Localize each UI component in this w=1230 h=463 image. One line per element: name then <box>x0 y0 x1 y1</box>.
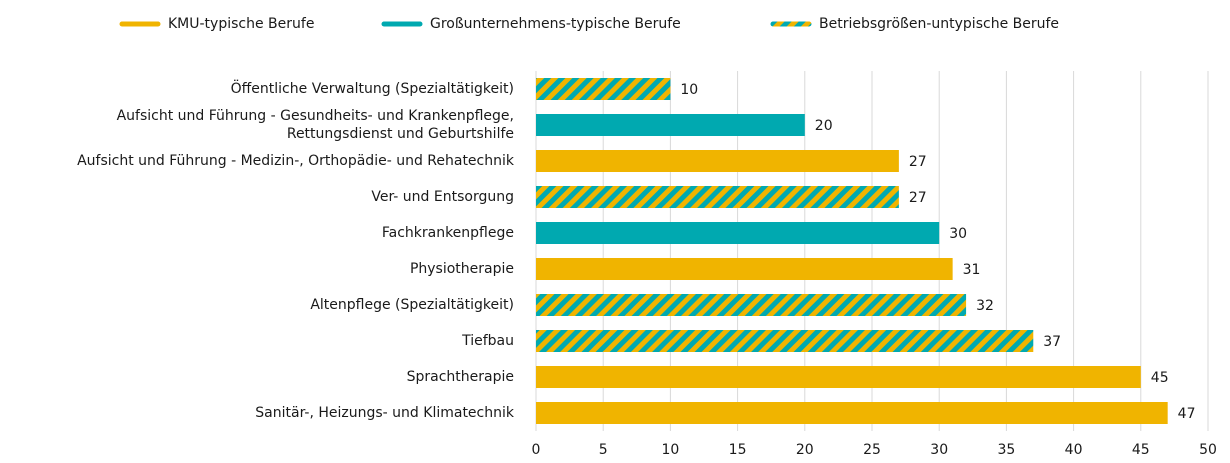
x-tick-label: 45 <box>1132 442 1150 458</box>
bar <box>536 330 1034 352</box>
data-label: 47 <box>1178 406 1196 422</box>
y-tick-label: Aufsicht und Führung - Gesundheits- und … <box>117 108 514 142</box>
data-label: 32 <box>976 298 994 314</box>
legend-label: Großunternehmens-typische Berufe <box>430 16 681 32</box>
bar <box>536 150 899 172</box>
x-tick-label: 35 <box>997 442 1015 458</box>
x-tick-label: 15 <box>729 442 747 458</box>
bar <box>536 366 1141 388</box>
data-label: 27 <box>909 154 927 170</box>
data-label: 45 <box>1151 370 1169 386</box>
y-tick-label: Sanitär-, Heizungs- und Klimatechnik <box>255 405 515 421</box>
x-tick-label: 50 <box>1199 442 1217 458</box>
data-label: 20 <box>815 118 833 134</box>
x-tick-label: 25 <box>863 442 881 458</box>
y-tick-label: Tiefbau <box>461 333 514 349</box>
bar <box>536 186 899 208</box>
data-label: 27 <box>909 190 927 206</box>
legend-label: KMU-typische Berufe <box>168 16 314 32</box>
bar <box>536 402 1168 424</box>
bar <box>536 258 953 280</box>
y-tick-label: Sprachtherapie <box>407 369 514 385</box>
bar <box>536 222 940 244</box>
y-tick-label: Ver- und Entsorgung <box>371 189 514 205</box>
y-tick-label: Altenpflege (Spezialtätigkeit) <box>310 297 514 313</box>
data-label: 10 <box>680 82 698 98</box>
legend-label: Betriebsgrößen-untypische Berufe <box>819 16 1059 32</box>
y-tick-label: Öffentliche Verwaltung (Spezialtätigkeit… <box>231 79 514 97</box>
x-tick-label: 5 <box>599 442 608 458</box>
x-tick-label: 30 <box>930 442 948 458</box>
y-tick-label: Aufsicht und Führung - Medizin-, Orthopä… <box>77 153 515 169</box>
x-tick-label: 20 <box>796 442 814 458</box>
y-tick-label: Fachkrankenpflege <box>382 225 514 241</box>
data-label: 30 <box>949 226 967 242</box>
data-label: 31 <box>963 262 981 278</box>
bar <box>536 114 805 136</box>
y-tick-label: Physiotherapie <box>410 261 514 277</box>
x-tick-label: 0 <box>532 442 541 458</box>
bar <box>536 294 967 316</box>
x-tick-label: 10 <box>661 442 679 458</box>
data-label: 37 <box>1043 334 1061 350</box>
x-tick-label: 40 <box>1065 442 1083 458</box>
bar <box>536 78 671 100</box>
